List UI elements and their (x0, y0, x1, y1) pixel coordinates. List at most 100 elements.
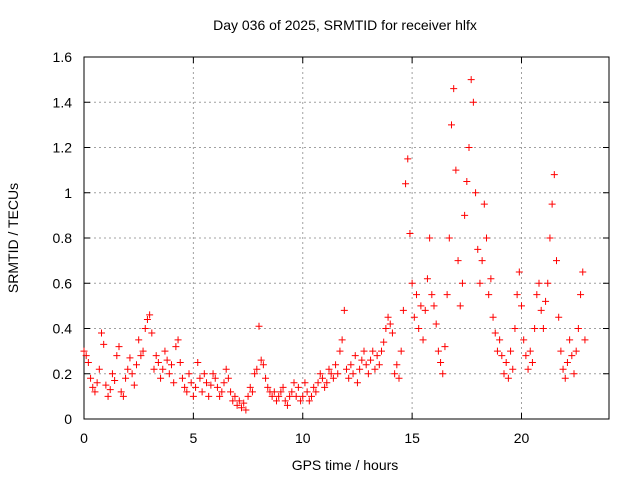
data-point (559, 365, 567, 373)
data-point (432, 320, 440, 328)
data-point (251, 370, 259, 378)
data-point (491, 329, 499, 337)
data-point (133, 361, 140, 369)
data-point (399, 306, 407, 314)
data-point (224, 374, 232, 382)
data-point (238, 404, 245, 412)
data-point (496, 336, 504, 344)
data-point (327, 370, 335, 378)
data-point (574, 325, 582, 332)
data-point (277, 388, 285, 396)
y-tick-label: 1.4 (53, 94, 73, 110)
data-point (439, 370, 447, 378)
data-point (520, 336, 528, 344)
data-point (205, 392, 213, 400)
data-point (476, 279, 484, 287)
y-tick-label: 0.2 (53, 366, 73, 382)
data-point (189, 392, 197, 400)
data-point (200, 370, 208, 378)
data-point (423, 275, 431, 283)
data-point (528, 358, 536, 366)
data-point (353, 379, 361, 387)
y-tick-label: 1 (64, 185, 72, 201)
x-axis-ticks: 0 5 10 15 20 (80, 57, 529, 446)
data-point (135, 336, 143, 344)
data-point (458, 279, 466, 287)
data-point (84, 358, 92, 366)
data-point (345, 374, 353, 382)
data-point (91, 388, 99, 396)
data-point (246, 383, 254, 391)
data-point (161, 347, 169, 355)
data-point (563, 358, 571, 366)
data-point (332, 361, 340, 369)
data-point (130, 381, 138, 389)
data-point (443, 291, 451, 299)
data-point (141, 325, 149, 332)
data-point (233, 401, 241, 409)
data-point (222, 365, 230, 373)
data-point (579, 268, 587, 276)
data-point (172, 343, 180, 351)
data-point (198, 388, 206, 396)
data-point (209, 370, 217, 378)
data-point (380, 338, 388, 346)
data-point (273, 397, 280, 405)
data-point (312, 388, 320, 396)
data-point (321, 383, 329, 391)
data-point (143, 315, 151, 323)
data-point (102, 381, 110, 389)
data-point (386, 320, 394, 328)
data-point (531, 325, 539, 332)
data-point (194, 358, 202, 366)
data-point (242, 406, 250, 414)
data-point (478, 257, 486, 265)
data-point (146, 311, 154, 319)
data-point (375, 361, 383, 369)
data-point (108, 370, 116, 378)
data-point (526, 347, 534, 355)
data-point (428, 291, 436, 299)
data-point (93, 379, 101, 387)
x-axis-label: GPS time / hours (292, 457, 399, 473)
data-point (397, 347, 405, 355)
data-point (410, 313, 418, 321)
data-point (119, 392, 127, 400)
data-point (203, 379, 210, 387)
x-tick-label: 10 (295, 430, 311, 446)
data-point (235, 397, 243, 405)
data-point (467, 76, 475, 84)
data-point (465, 144, 473, 151)
data-point (504, 374, 512, 382)
data-point (281, 397, 289, 405)
data-point (122, 374, 130, 382)
data-point (181, 383, 189, 391)
data-point (323, 379, 331, 387)
x-tick-label: 0 (80, 430, 88, 446)
data-point (472, 189, 480, 197)
data-point (489, 313, 497, 321)
data-point (553, 257, 560, 265)
data-point (104, 392, 112, 400)
data-point (270, 388, 278, 396)
y-tick-label: 0.4 (53, 321, 73, 337)
data-point (165, 370, 173, 378)
y-axis-label: SRMTID / TECUs (5, 183, 21, 293)
data-point (301, 379, 309, 387)
data-point (356, 365, 364, 373)
data-point (406, 229, 414, 237)
data-point (227, 388, 235, 396)
data-point (117, 388, 125, 396)
data-point (544, 279, 552, 287)
data-point (485, 291, 493, 299)
data-point (283, 401, 291, 409)
data-point (325, 365, 333, 373)
data-points (80, 76, 589, 414)
data-point (294, 383, 302, 391)
y-tick-label: 0.8 (53, 230, 73, 246)
data-point (581, 336, 589, 344)
data-point (159, 365, 167, 373)
data-point (391, 370, 399, 378)
data-point (305, 397, 313, 405)
